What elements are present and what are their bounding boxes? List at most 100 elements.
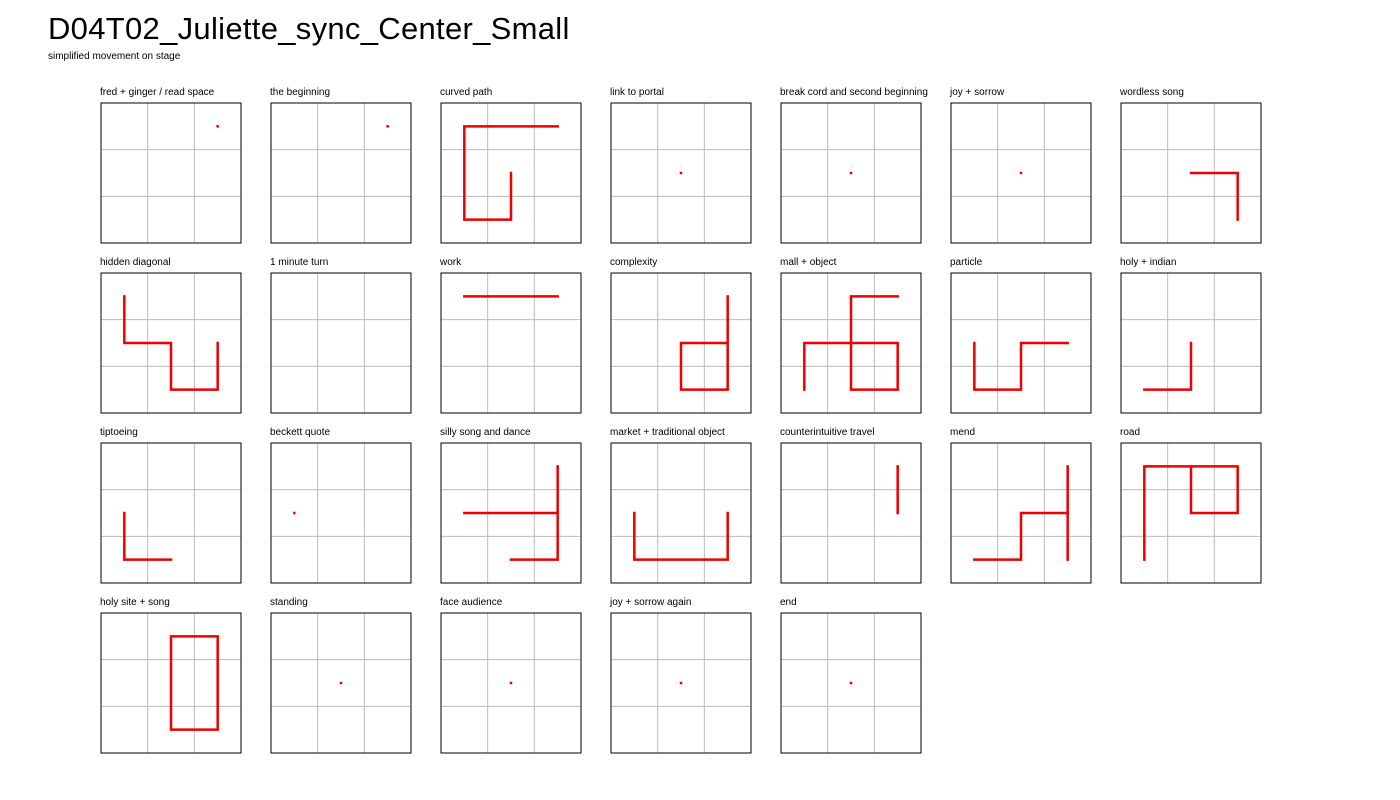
stage-frame	[780, 102, 922, 244]
stage-frame	[610, 102, 752, 244]
stage-panel: complexity	[610, 257, 752, 415]
stage-grid	[440, 612, 582, 754]
stage-panel: mend	[950, 427, 1092, 585]
movement-path	[803, 295, 899, 391]
panel-label: end	[780, 597, 797, 608]
stage-frame	[270, 442, 412, 584]
stage-frame	[610, 612, 752, 754]
stage-frame	[610, 272, 752, 414]
stage-frame	[1120, 442, 1262, 584]
stage-frame	[950, 102, 1092, 244]
stage-frame	[100, 272, 242, 414]
stage-frame	[270, 612, 412, 754]
panel-label: holy site + song	[100, 597, 170, 608]
panel-label: tiptoeing	[100, 427, 138, 438]
stage-panel: joy + sorrow again	[610, 597, 752, 755]
movement-path	[1189, 171, 1239, 221]
position-dot	[386, 125, 389, 128]
position-dot	[1019, 171, 1023, 175]
movement-path	[1143, 341, 1193, 391]
stage-panel: market + traditional object	[610, 427, 752, 585]
stage-grid	[610, 102, 752, 244]
panel-label: mend	[950, 427, 976, 438]
stage-grid	[1120, 102, 1262, 244]
stage-panel: work	[440, 257, 582, 415]
stage-frame	[780, 272, 922, 414]
panel-label: standing	[270, 597, 308, 608]
panel-label: silly song and dance	[440, 427, 531, 438]
position-dot	[293, 511, 296, 515]
stage-panel: road	[1120, 427, 1262, 585]
stage-grid	[780, 102, 922, 244]
movement-path	[973, 341, 1069, 391]
panel-label: market + traditional object	[610, 427, 725, 438]
stage-frame	[780, 612, 922, 754]
stage-panel: wordless song	[1120, 87, 1262, 245]
movement-path	[973, 511, 1069, 561]
stage-frame	[440, 612, 582, 754]
position-dot	[679, 681, 683, 685]
stage-panel: hidden diagonal	[100, 257, 242, 415]
stage-panel: standing	[270, 597, 412, 755]
stage-frame	[100, 612, 242, 754]
movement-path	[679, 295, 729, 391]
stage-panel: 1 minute turn	[270, 257, 412, 415]
stage-frame	[270, 102, 412, 244]
panel-label: the beginning	[270, 87, 331, 98]
stage-panel: face audience	[440, 597, 582, 755]
stage-panel: mall + object	[780, 257, 922, 415]
panel-label: joy + sorrow	[950, 87, 1005, 98]
stage-grid	[950, 272, 1092, 414]
stage-panel: curved path	[440, 87, 582, 245]
stage-panel: joy + sorrow	[950, 87, 1092, 245]
panel-label: break cord and second beginning	[780, 87, 928, 98]
stage-panel: tiptoeing	[100, 427, 242, 585]
stage-frame	[270, 272, 412, 414]
stage-grid	[440, 442, 582, 584]
panel-label: 1 minute turn	[270, 257, 329, 268]
stage-panel: silly song and dance	[440, 427, 582, 585]
stage-grid	[610, 442, 752, 584]
panel-label: face audience	[440, 597, 503, 608]
stage-frame	[780, 442, 922, 584]
stage-grid	[100, 102, 242, 244]
movement-path	[123, 511, 173, 561]
panel-label: joy + sorrow again	[610, 597, 692, 608]
stage-frame	[950, 442, 1092, 584]
stage-grid	[610, 272, 752, 414]
stage-frame	[100, 442, 242, 584]
position-dot	[216, 125, 219, 128]
stage-grid	[440, 102, 582, 244]
stage-panel: counterintuitive travel	[780, 427, 922, 585]
movement-path	[463, 125, 559, 221]
stage-frame	[1120, 272, 1262, 414]
stage-grid	[270, 272, 412, 414]
stage-grid	[780, 612, 922, 754]
panel-label: hidden diagonal	[100, 257, 171, 268]
stage-frame	[440, 272, 582, 414]
stage-panel: beckett quote	[270, 427, 412, 585]
stage-panel: link to portal	[610, 87, 752, 245]
stage-grid	[100, 612, 242, 754]
page-subtitle: simplified movement on stage	[48, 51, 181, 62]
panel-label: particle	[950, 257, 983, 268]
stage-frame	[1120, 102, 1262, 244]
stage-grid	[780, 442, 922, 584]
stage-panel: holy + indian	[1120, 257, 1262, 415]
panel-label: holy + indian	[1120, 257, 1177, 268]
position-dot	[849, 681, 853, 685]
movement-path	[633, 511, 729, 561]
position-dot	[509, 681, 513, 685]
stage-grid	[100, 272, 242, 414]
stage-grid	[270, 102, 412, 244]
stage-grid	[950, 442, 1092, 584]
stage-frame	[440, 102, 582, 244]
stage-grid	[100, 442, 242, 584]
movement-path	[123, 295, 219, 391]
position-dot	[339, 681, 343, 685]
stage-panel: the beginning	[270, 87, 412, 245]
stage-panel: break cord and second beginning	[780, 87, 928, 245]
stage-frame	[950, 272, 1092, 414]
stage-frame	[100, 102, 242, 244]
panel-label: curved path	[440, 87, 493, 98]
